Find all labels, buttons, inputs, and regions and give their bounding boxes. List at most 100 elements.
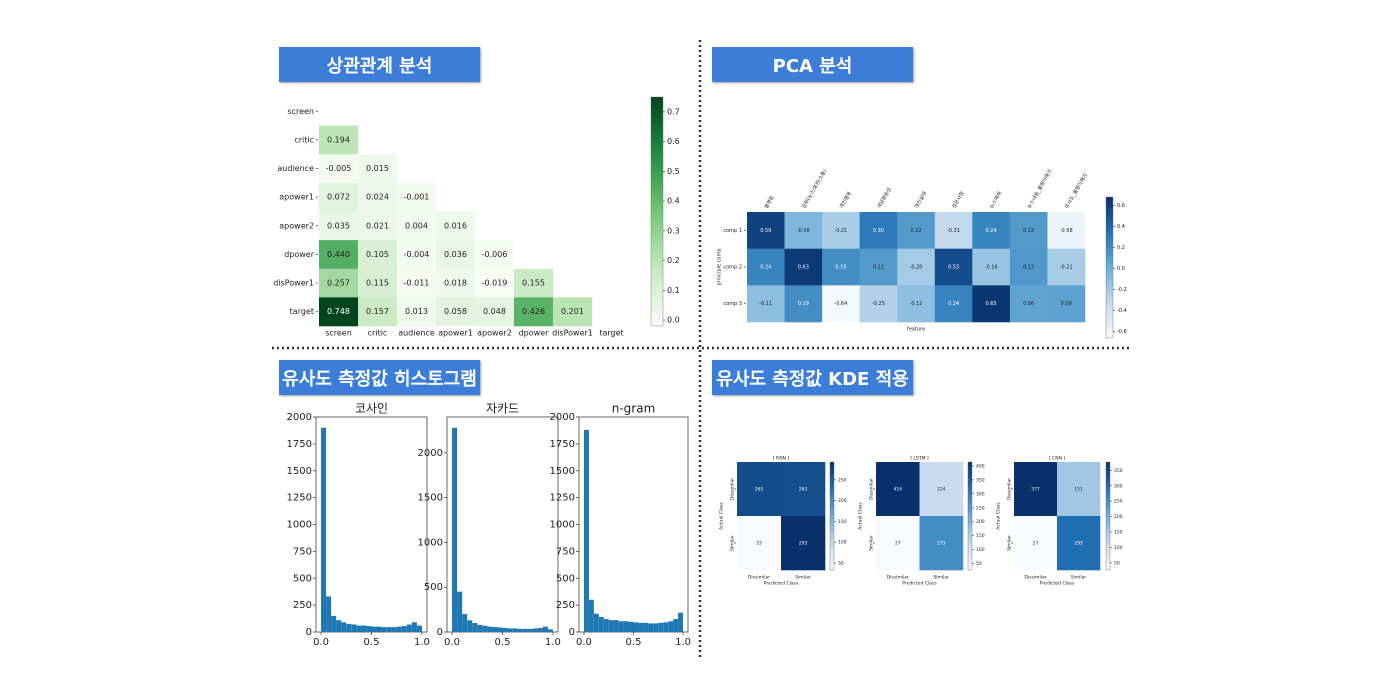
x-tick-label: Dissimilar xyxy=(887,575,909,581)
heatmap-cell xyxy=(822,212,860,249)
colorbar-tick-label: 300 xyxy=(976,491,985,497)
heatmap-cell xyxy=(475,268,515,298)
bar xyxy=(678,612,684,632)
heatmap-cell xyxy=(319,297,359,327)
x-tick-label: 집회(뉴스/표현/소통) xyxy=(800,168,828,210)
colorbar-tick-label: 0.4 xyxy=(667,197,680,206)
cell-label: -0.25 xyxy=(872,301,885,307)
bar xyxy=(356,625,362,632)
heatmap-cell xyxy=(897,248,936,286)
colorbar-tick-label: 0.1 xyxy=(667,286,680,295)
y-tick-label: 500 xyxy=(293,573,312,584)
x-axis-label: Predicted Class xyxy=(1040,581,1075,587)
bar xyxy=(401,626,407,632)
y-tick-label: Similar xyxy=(1007,535,1013,551)
cell-label: 0.105 xyxy=(366,250,389,259)
colorbar-tick-label: 0.2 xyxy=(667,256,680,265)
colorbar-tick-label: -0.4 xyxy=(1117,308,1127,314)
cell-label: -0.20 xyxy=(910,265,923,271)
colorbar-tick-label: 0.3 xyxy=(667,226,680,235)
heatmap-cell xyxy=(934,285,973,323)
x-axis-label: feature xyxy=(907,327,925,333)
cell-label: -0.019 xyxy=(482,279,508,288)
heatmap-cell xyxy=(319,211,359,241)
bar xyxy=(391,627,397,632)
heatmap-cell xyxy=(1014,516,1058,571)
colorbar xyxy=(1105,461,1111,571)
y-tick-label: 0 xyxy=(437,627,443,638)
cell-label: 263 xyxy=(799,487,808,493)
y-tick-label: 1250 xyxy=(287,493,312,504)
cell-label: 0.12 xyxy=(1023,228,1034,234)
cell-label: 0.19 xyxy=(835,265,846,271)
bar xyxy=(467,620,473,632)
cell-label: 0.157 xyxy=(366,307,389,316)
x-tick-label: screen xyxy=(325,329,352,338)
cell-label: 0.59 xyxy=(760,228,771,234)
chart-title: n-gram xyxy=(612,402,656,416)
bar xyxy=(618,621,624,632)
colorbar-tick-label: 100 xyxy=(976,547,985,553)
bar xyxy=(326,596,332,632)
y-tick-label: screen xyxy=(287,107,314,116)
y-tick-label: 1750 xyxy=(287,439,312,450)
heatmap-cell xyxy=(822,248,860,286)
y-tick-label: apower2 xyxy=(279,221,314,230)
section-header: 유사도 측정값 히스토그램 xyxy=(279,360,480,395)
heatmap-cell xyxy=(397,240,437,270)
bar xyxy=(497,627,503,632)
bar xyxy=(588,599,594,632)
y-tick-label: 1500 xyxy=(287,466,312,477)
heatmap-cell xyxy=(897,212,936,249)
y-axis-label: Actual Class xyxy=(996,502,1002,530)
cell-label: 0.426 xyxy=(522,307,545,316)
bar xyxy=(452,427,458,632)
bar xyxy=(477,624,483,632)
cell-label: 0.12 xyxy=(910,228,921,234)
bar xyxy=(457,591,463,632)
bar xyxy=(527,628,533,632)
heatmap-cell xyxy=(747,285,785,323)
cell-label: 0.08 xyxy=(1061,301,1072,307)
cell-label: -0.006 xyxy=(482,250,508,259)
cell-label: 27 xyxy=(1033,541,1039,547)
y-tick-label: dpower xyxy=(284,250,315,259)
heatmap-cell xyxy=(859,212,898,249)
cell-label: 0.440 xyxy=(327,250,350,259)
heatmap-cell xyxy=(737,462,782,517)
y-tick-label: Dissimilar xyxy=(869,478,875,500)
bar xyxy=(643,622,649,632)
colorbar-tick-label: 150 xyxy=(1114,530,1123,536)
cell-label: -0.06 xyxy=(797,228,810,234)
cell-label: 0.13 xyxy=(1023,265,1034,271)
bar xyxy=(406,624,412,632)
x-tick-label: 유사도_불평이해가 xyxy=(1063,172,1089,210)
heatmap-cell xyxy=(1057,462,1101,517)
y-tick-label: 2000 xyxy=(418,448,443,459)
colorbar-tick-label: 250 xyxy=(838,477,847,483)
colorbar-tick-label: 250 xyxy=(976,505,985,511)
heatmap-cell xyxy=(859,248,898,286)
x-tick-label: disPower1 xyxy=(552,329,593,338)
y-tick-label: target xyxy=(290,307,314,316)
cell-label: 0.201 xyxy=(561,307,584,316)
y-tick-label: audience xyxy=(277,164,314,173)
heatmap-cell xyxy=(747,212,785,249)
heatmap-cell xyxy=(475,297,515,327)
y-tick-label: Similar xyxy=(869,535,875,551)
cell-label: -0.12 xyxy=(910,301,923,307)
x-axis-label: Predicted Class xyxy=(902,581,937,587)
heatmap-cell xyxy=(781,516,826,571)
cell-label: 0.016 xyxy=(444,221,467,230)
heatmap-cell xyxy=(784,285,823,323)
cell-label: 27 xyxy=(895,541,901,547)
bar xyxy=(376,626,382,632)
cell-label: 414 xyxy=(893,487,902,493)
bar xyxy=(663,622,669,632)
bar xyxy=(613,620,619,632)
cell-label: -0.11 xyxy=(759,301,772,307)
heatmap-cell xyxy=(919,462,964,517)
y-tick-label: 500 xyxy=(556,573,575,584)
y-tick-label: Similar xyxy=(730,535,736,551)
y-tick-label: comp 2 xyxy=(723,265,742,271)
